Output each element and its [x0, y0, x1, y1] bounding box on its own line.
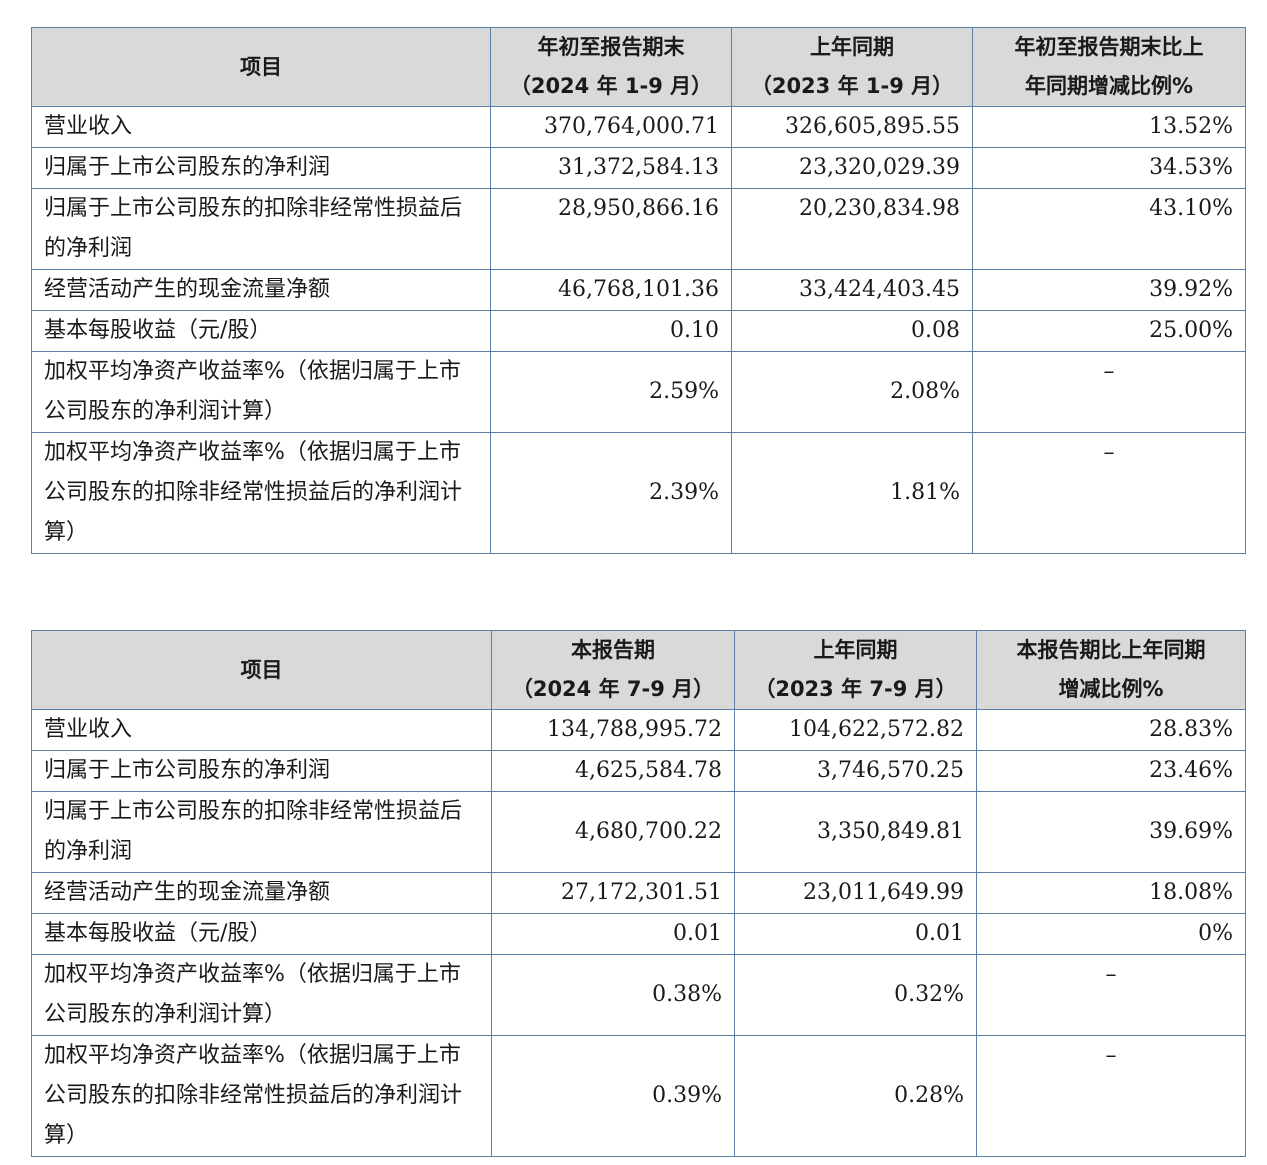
header-text-line: 年初至报告期末比上 — [1014, 35, 1204, 59]
item-header: 项目 — [31, 27, 491, 107]
prior-value-cell: 33,424,403.45 — [731, 269, 973, 311]
change-percent-cell: 0% — [976, 913, 1246, 955]
change-percent-cell: – — [972, 351, 1246, 433]
change-percent-cell: 23.46% — [976, 750, 1246, 792]
current-value-cell: 0.38% — [491, 954, 735, 1036]
change-percent-cell: 25.00% — [972, 310, 1246, 352]
header-text-line: 项目 — [240, 54, 282, 79]
current-period-header: 本报告期 （2024 年 7-9 月） — [491, 630, 735, 710]
ytd-financial-table: 项目 年初至报告期末 （2024 年 1-9 月） 上年同期 （2023 年 1-9 月… — [31, 27, 1246, 554]
change-percent-cell: – — [972, 432, 1246, 554]
row-label: 营业收入 — [31, 106, 491, 148]
change-percent-cell: 34.53% — [972, 147, 1246, 189]
row-label: 基本每股收益（元/股） — [31, 913, 492, 955]
change-percent-cell: – — [976, 954, 1246, 1036]
table-row: 加权平均净资产收益率%（依据归属于上市公司股东的净利润计算） 2.59% 2.08%… — [31, 351, 1246, 433]
header-text-line: 年初至报告期末 — [537, 35, 685, 59]
row-label: 归属于上市公司股东的净利润 — [31, 750, 492, 792]
change-percent-cell: 39.92% — [972, 269, 1246, 311]
header-text-line: （2023 年 1-9 月） — [750, 74, 954, 98]
change-percent-cell: 13.52% — [972, 106, 1246, 148]
table-row: 加权平均净资产收益率%（依据归属于上市公司股东的净利润计算） 0.38% 0.32%… — [31, 954, 1246, 1036]
header-text-line: 上年同期 — [810, 35, 894, 59]
change-header: 本报告期比上年同期 增减比例% — [976, 630, 1246, 710]
header-text-line: （2024 年 1-9 月） — [509, 74, 713, 98]
table-row: 营业收入 370,764,000.71 326,605,895.55 13.52% — [31, 106, 1246, 148]
prior-value-cell: 0.01 — [734, 913, 977, 955]
table-row: 加权平均净资产收益率%（依据归属于上市公司股东的扣除非经常性损益后的净利润计算）… — [31, 1035, 1246, 1157]
prior-period-header: 上年同期 （2023 年 1-9 月） — [731, 27, 973, 107]
prior-period-header: 上年同期 （2023 年 7-9 月） — [734, 630, 977, 710]
table-row: 基本每股收益（元/股） 0.01 0.01 0% — [31, 913, 1246, 955]
header-text-line: 上年同期 — [813, 638, 898, 662]
prior-value-cell: 2.08% — [731, 351, 973, 433]
current-value-cell: 0.39% — [491, 1035, 735, 1157]
prior-value-cell: 0.28% — [734, 1035, 977, 1157]
header-text-line: （2024 年 7-9 月） — [511, 677, 715, 701]
header-row: 项目 年初至报告期末 （2024 年 1-9 月） 上年同期 （2023 年 1-9 月… — [31, 27, 1246, 107]
prior-value-cell: 104,622,572.82 — [734, 709, 977, 751]
current-value-cell: 4,680,700.22 — [491, 791, 735, 873]
q3-financial-table: 项目 本报告期 （2024 年 7-9 月） 上年同期 （2023 年 7-9 月） 本报… — [31, 630, 1246, 1157]
prior-value-cell: 23,320,029.39 — [731, 147, 973, 189]
row-label: 归属于上市公司股东的扣除非经常性损益后的净利润 — [31, 791, 492, 873]
change-percent-cell: 18.08% — [976, 872, 1246, 914]
prior-value-cell: 0.32% — [734, 954, 977, 1036]
prior-value-cell: 3,350,849.81 — [734, 791, 977, 873]
current-period-header: 年初至报告期末 （2024 年 1-9 月） — [490, 27, 732, 107]
change-header: 年初至报告期末比上 年同期增减比例% — [972, 27, 1246, 107]
change-percent-cell: 39.69% — [976, 791, 1246, 873]
current-value-cell: 27,172,301.51 — [491, 872, 735, 914]
current-value-cell: 134,788,995.72 — [491, 709, 735, 751]
row-label: 加权平均净资产收益率%（依据归属于上市公司股东的净利润计算） — [31, 351, 491, 433]
prior-value-cell: 3,746,570.25 — [734, 750, 977, 792]
change-percent-cell: 43.10% — [972, 188, 1246, 270]
row-label: 基本每股收益（元/股） — [31, 310, 491, 352]
header-text-line: 增减比例% — [1058, 677, 1164, 701]
prior-value-cell: 326,605,895.55 — [731, 106, 973, 148]
row-label: 归属于上市公司股东的净利润 — [31, 147, 491, 189]
header-text-line: 项目 — [240, 657, 283, 682]
prior-value-cell: 0.08 — [731, 310, 973, 352]
table-row: 归属于上市公司股东的扣除非经常性损益后的净利润 4,680,700.22 3,350… — [31, 791, 1246, 873]
current-value-cell: 370,764,000.71 — [490, 106, 732, 148]
change-percent-cell: 28.83% — [976, 709, 1246, 751]
row-label: 营业收入 — [31, 709, 492, 751]
row-label: 加权平均净资产收益率%（依据归属于上市公司股东的净利润计算） — [31, 954, 492, 1036]
header-text-line: （2023 年 7-9 月） — [754, 677, 957, 701]
current-value-cell: 46,768,101.36 — [490, 269, 732, 311]
change-percent-cell: – — [976, 1035, 1246, 1157]
table-row: 归属于上市公司股东的净利润 4,625,584.78 3,746,570.25 23.… — [31, 750, 1246, 792]
table-row: 归属于上市公司股东的净利润 31,372,584.13 23,320,029.39 3… — [31, 147, 1246, 189]
header-row: 项目 本报告期 （2024 年 7-9 月） 上年同期 （2023 年 7-9 月） 本报… — [31, 630, 1246, 710]
item-header: 项目 — [31, 630, 492, 710]
current-value-cell: 4,625,584.78 — [491, 750, 735, 792]
row-label: 加权平均净资产收益率%（依据归属于上市公司股东的扣除非经常性损益后的净利润计算） — [31, 432, 491, 554]
current-value-cell: 28,950,866.16 — [490, 188, 732, 270]
row-label: 经营活动产生的现金流量净额 — [31, 872, 492, 914]
table-row: 营业收入 134,788,995.72 104,622,572.82 28.83% — [31, 709, 1246, 751]
current-value-cell: 2.59% — [490, 351, 732, 433]
header-text-line: 年同期增减比例% — [1024, 74, 1194, 98]
header-text-line: 本报告期 — [571, 638, 655, 662]
table-row: 经营活动产生的现金流量净额 27,172,301.51 23,011,649.99 1… — [31, 872, 1246, 914]
table-row: 基本每股收益（元/股） 0.10 0.08 25.00% — [31, 310, 1246, 352]
row-label: 经营活动产生的现金流量净额 — [31, 269, 491, 311]
header-text-line: 本报告期比上年同期 — [1016, 638, 1206, 662]
current-value-cell: 0.10 — [490, 310, 732, 352]
table-row: 加权平均净资产收益率%（依据归属于上市公司股东的扣除非经常性损益后的净利润计算）… — [31, 432, 1246, 554]
row-label: 加权平均净资产收益率%（依据归属于上市公司股东的扣除非经常性损益后的净利润计算） — [31, 1035, 492, 1157]
prior-value-cell: 1.81% — [731, 432, 973, 554]
current-value-cell: 31,372,584.13 — [490, 147, 732, 189]
table-row: 归属于上市公司股东的扣除非经常性损益后的净利润 28,950,866.16 20,2… — [31, 188, 1246, 270]
current-value-cell: 0.01 — [491, 913, 735, 955]
table-row: 经营活动产生的现金流量净额 46,768,101.36 33,424,403.45 3… — [31, 269, 1246, 311]
row-label: 归属于上市公司股东的扣除非经常性损益后的净利润 — [31, 188, 491, 270]
prior-value-cell: 20,230,834.98 — [731, 188, 973, 270]
current-value-cell: 2.39% — [490, 432, 732, 554]
prior-value-cell: 23,011,649.99 — [734, 872, 977, 914]
